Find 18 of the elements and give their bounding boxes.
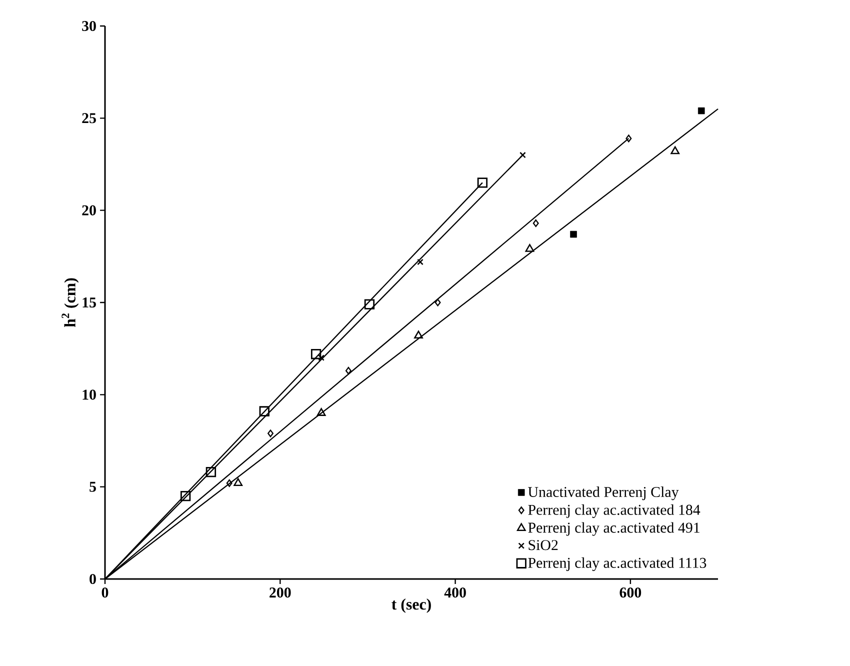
legend-label: Perrenj clay ac.activated 184 <box>528 504 700 518</box>
legend-label: Perrenj clay ac.activated 1113 <box>528 557 706 572</box>
y-tick-label: 30 <box>82 20 96 32</box>
x-tick-label: 0 <box>102 588 108 598</box>
x-axis-title: t (sec) <box>392 598 431 613</box>
x-tick-label: 200 <box>270 588 291 598</box>
x-tick-label: 400 <box>444 588 466 598</box>
y-tick-label: 5 <box>90 482 96 492</box>
y-tick-label: 10 <box>82 390 96 400</box>
y-tick-label: 20 <box>82 205 96 216</box>
legend-label: Perrenj clay ac.activated 491 <box>528 522 700 536</box>
y-tick-label: 0 <box>90 574 96 584</box>
y-tick-label: 15 <box>82 298 96 308</box>
y-axis-title: h$^{2}$ (cm) <box>62 278 79 328</box>
x-tick-label: 600 <box>620 588 642 598</box>
legend-label: SiO2 <box>528 540 558 550</box>
legend-label: Unactivated Perrenj Clay <box>528 486 679 500</box>
y-tick-label: 25 <box>82 113 96 124</box>
